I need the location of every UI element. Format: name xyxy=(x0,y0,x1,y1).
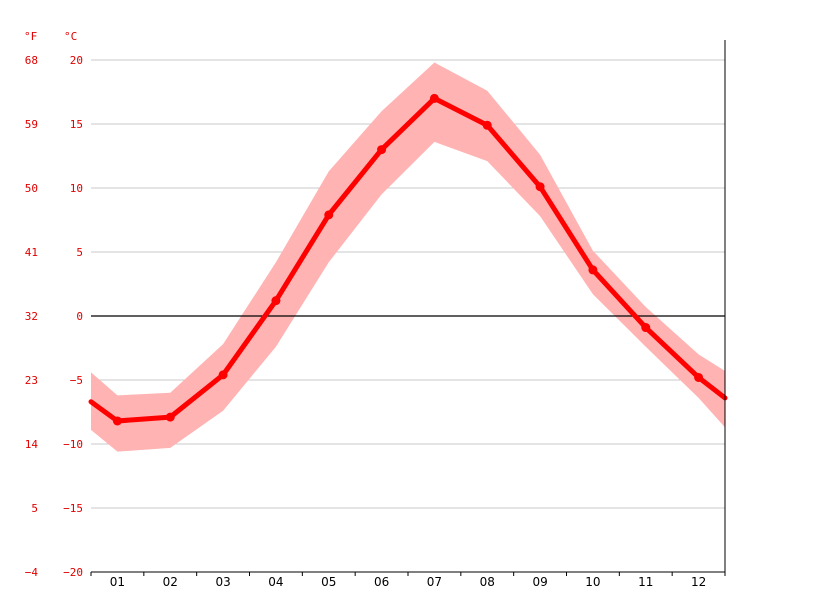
y-tick-label-fahrenheit: 5 xyxy=(31,502,38,515)
y-tick-label-fahrenheit: 50 xyxy=(25,182,38,195)
y-tick-label-celsius: 20 xyxy=(70,54,83,67)
y-tick-label-fahrenheit: 32 xyxy=(25,310,38,323)
x-tick-label-01: 01 xyxy=(110,575,125,589)
data-point-08 xyxy=(482,120,492,130)
temperature-line xyxy=(88,95,728,424)
x-tick-label-07: 07 xyxy=(427,575,442,589)
y-tick-label-fahrenheit: 41 xyxy=(25,246,38,259)
x-axis: 01 02 03 04 05 06 07 08 09 10 11 12 xyxy=(90,40,726,589)
y-tick-label-fahrenheit: 59 xyxy=(25,118,38,131)
y-tick-label-fahrenheit: 68 xyxy=(25,54,38,67)
data-point-04 xyxy=(271,296,281,306)
y-tick-label-celsius: 10 xyxy=(70,182,83,195)
data-point-10 xyxy=(588,265,598,275)
data-point-11 xyxy=(641,323,651,333)
y-tick-label-fahrenheit: 14 xyxy=(25,438,39,451)
x-tick-label-12: 12 xyxy=(691,575,706,589)
y-tick-label-celsius: −15 xyxy=(63,502,83,515)
y-tick-label-celsius: −10 xyxy=(63,438,83,451)
x-tick-label-09: 09 xyxy=(532,575,547,589)
x-tick-label-11: 11 xyxy=(638,575,653,589)
data-point-07 xyxy=(429,93,439,103)
y-tick-label-celsius: −20 xyxy=(63,566,83,579)
x-tick-label-02: 02 xyxy=(163,575,178,589)
y-tick-label-fahrenheit: 23 xyxy=(25,374,38,387)
x-tick-label-08: 08 xyxy=(480,575,495,589)
x-tick-label-04: 04 xyxy=(268,575,283,589)
x-tick-label-06: 06 xyxy=(374,575,389,589)
y-tick-label-fahrenheit: −4 xyxy=(25,566,39,579)
y-tick-label-celsius: −5 xyxy=(70,374,83,387)
data-point-06 xyxy=(377,145,387,155)
celsius-unit-label: °C xyxy=(64,30,77,43)
y-axis-labels: 68 20 59 15 50 10 41 5 32 0 23 −5 14 −10 5 −15 −4 −20 xyxy=(25,54,83,579)
data-point-05 xyxy=(324,210,334,220)
data-point-01 xyxy=(112,416,122,426)
data-point-02 xyxy=(165,412,175,422)
temperature-band xyxy=(91,62,725,452)
x-tick-label-03: 03 xyxy=(215,575,230,589)
temperature-series xyxy=(88,93,728,426)
temperature-range-band xyxy=(91,62,725,452)
y-tick-label-celsius: 5 xyxy=(76,246,83,259)
x-tick-label-10: 10 xyxy=(585,575,600,589)
data-point-03 xyxy=(218,370,228,380)
y-tick-label-celsius: 15 xyxy=(70,118,83,131)
y-tick-label-celsius: 0 xyxy=(76,310,83,323)
x-tick-label-05: 05 xyxy=(321,575,336,589)
data-point-09 xyxy=(535,182,545,192)
fahrenheit-unit-label: °F xyxy=(24,30,37,43)
data-point-12 xyxy=(694,372,704,382)
